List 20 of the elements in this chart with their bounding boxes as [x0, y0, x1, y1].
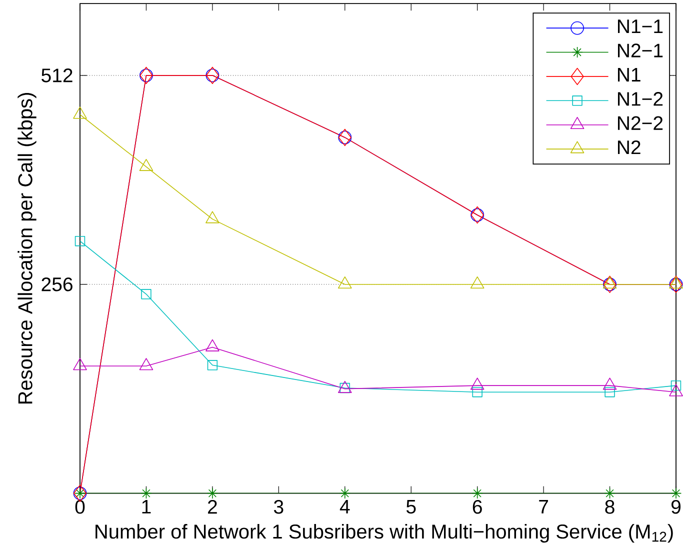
- legend-label: N1−2: [618, 92, 663, 106]
- legend-label: N2−1: [618, 44, 663, 58]
- x-tick-label: 6: [472, 500, 482, 514]
- legend-label: N1−1: [618, 20, 663, 34]
- legend-label: N1: [618, 68, 640, 82]
- x-tick-label: 4: [340, 500, 350, 514]
- legend-label: N2−2: [618, 116, 663, 130]
- y-tick-label: 256: [42, 277, 72, 292]
- x-tick-label: 8: [605, 500, 614, 514]
- x-tick-label: 0: [75, 500, 85, 514]
- x-tick-label: 9: [672, 500, 681, 514]
- y-tick-label: 512: [42, 68, 72, 82]
- x-tick-label: 5: [406, 500, 416, 514]
- x-tick-label: 3: [274, 500, 284, 514]
- legend-label: N2: [618, 140, 640, 154]
- y-axis-title: Resource Allocation per Call (kbps): [18, 93, 36, 404]
- x-tick-label: 1: [142, 500, 151, 514]
- x-axis-title: Number of Network 1 Subsribers with Multi−homing Service (M$_{12}$): [96, 524, 673, 543]
- x-tick-label: 2: [208, 500, 217, 514]
- x-tick-label: 7: [539, 500, 548, 514]
